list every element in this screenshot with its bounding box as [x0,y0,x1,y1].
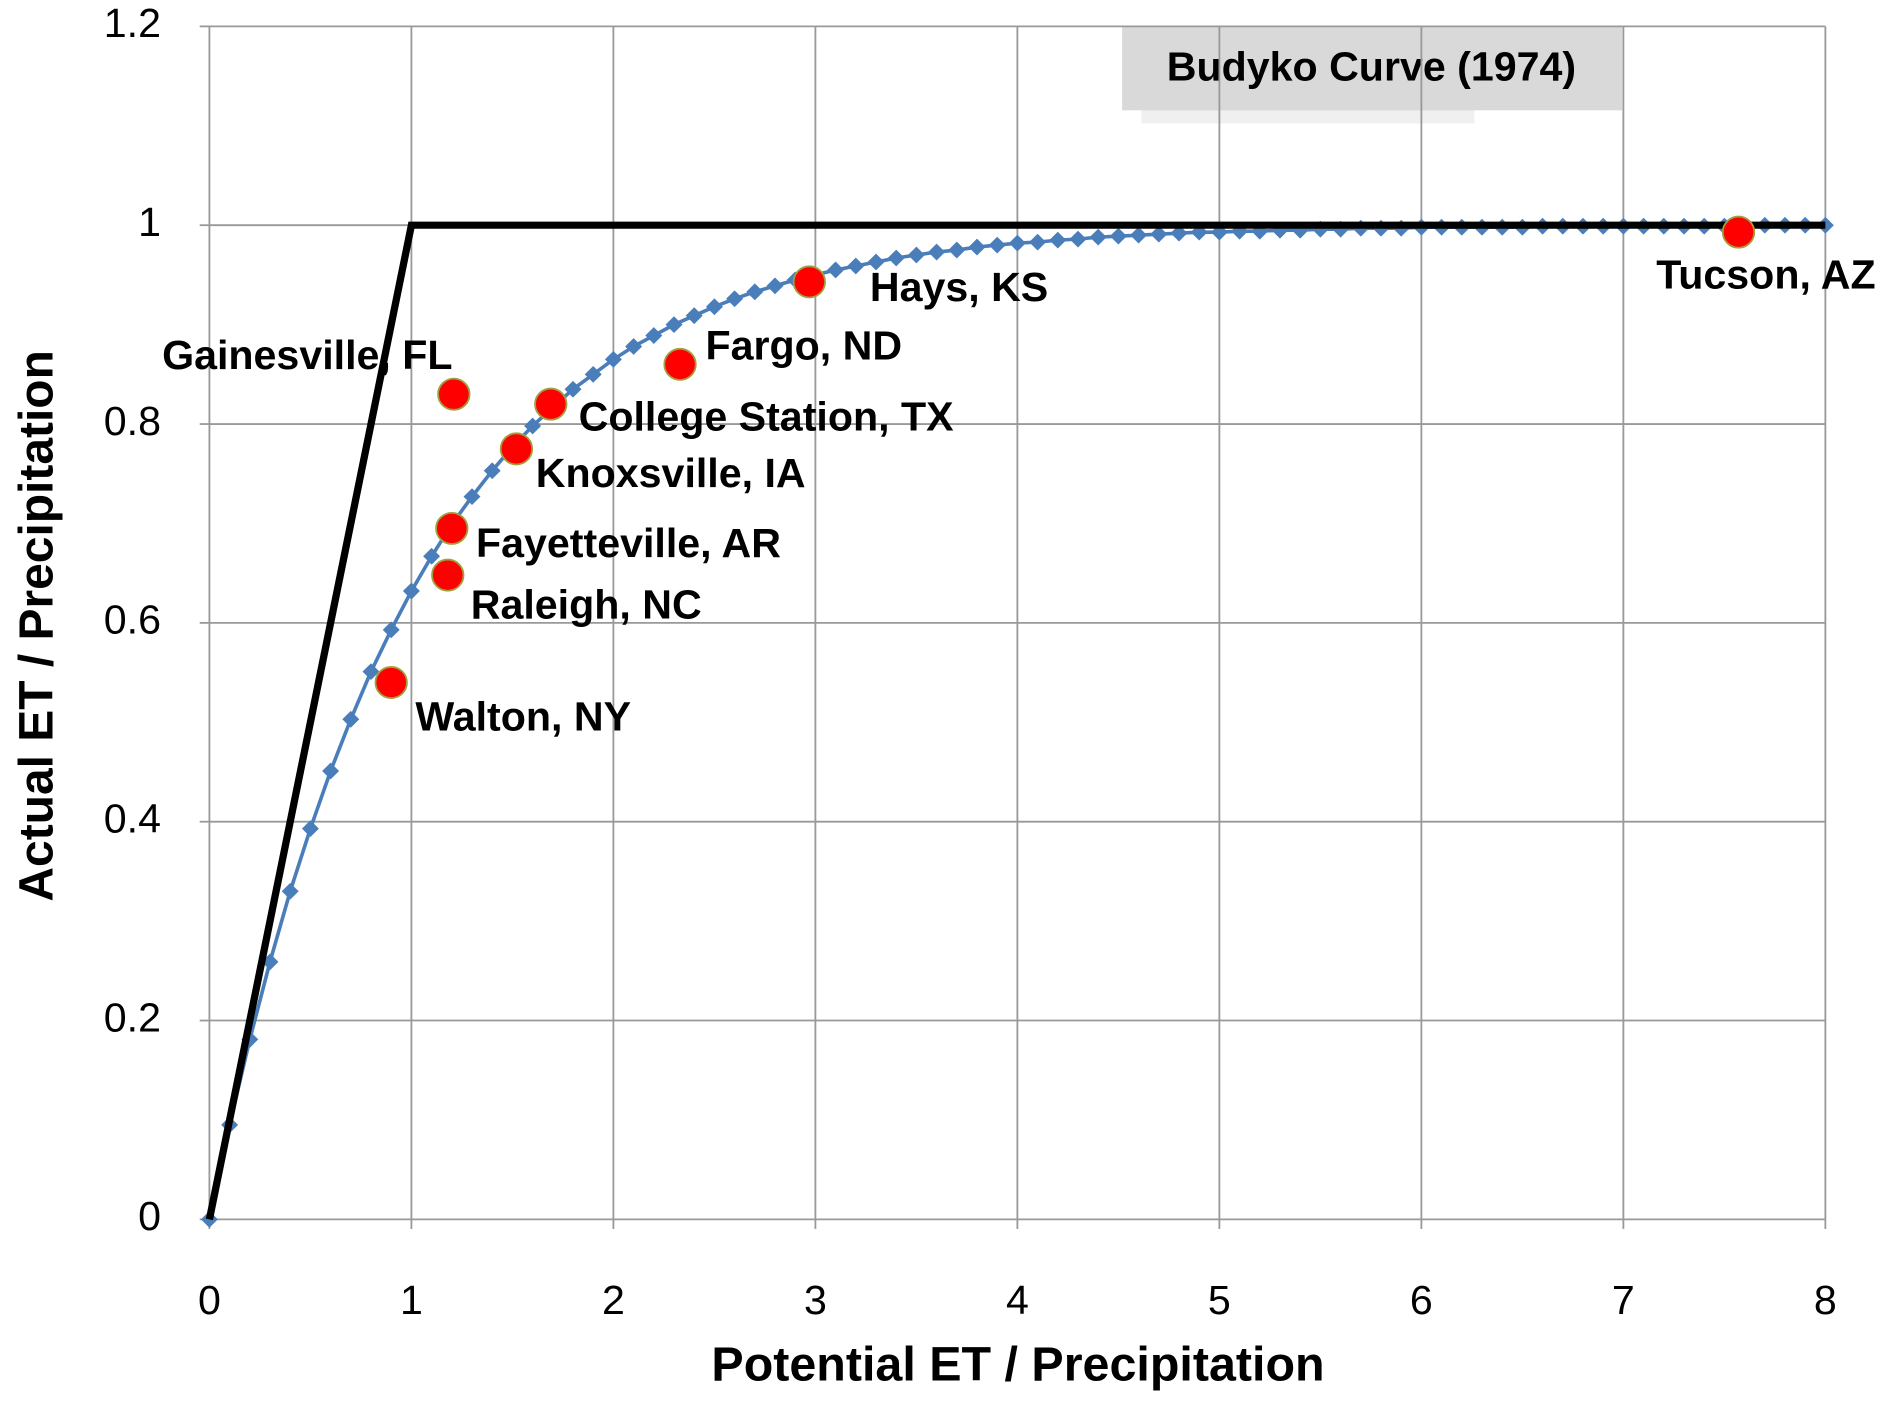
curve-marker [301,820,319,838]
curve-marker [463,488,481,506]
curve-marker [645,327,663,344]
curve-marker [584,365,602,383]
curve-marker [948,241,966,259]
y-tick-label: 0.6 [104,597,161,643]
x-tick-label: 1 [400,1277,423,1323]
site-label: Tucson, AZ [1656,252,1875,298]
site-point [534,387,568,421]
curve [205,221,1826,1221]
site-label: Knoxsville, IA [536,450,806,496]
y-tick-label: 0.4 [104,796,161,842]
site-label: Raleigh, NC [471,581,702,627]
curve-marker [1029,233,1047,251]
curve-marker [1069,230,1087,248]
curve-marker [1109,227,1127,245]
site-point [437,377,471,411]
curve-marker [827,261,845,279]
curve-marker [342,710,360,728]
y-tick-label: 0.2 [104,994,161,1040]
curve-marker [726,290,744,308]
curve-marker [1049,231,1067,249]
curve-marker [402,582,420,600]
curve-marker [625,338,643,355]
x-tick-label: 5 [1208,1277,1231,1323]
curve-marker [847,257,865,275]
site-label: Fayetteville, AR [476,520,781,566]
curve-marker [928,243,946,261]
site-point [792,265,826,299]
site-point [374,666,408,700]
curve-marker [766,277,784,295]
chart-title: Budyko Curve (1974) [1167,43,1576,89]
site-point [663,347,697,381]
y-axis-label: Actual ET / Precipitation [10,350,64,901]
x-tick-label: 6 [1410,1277,1433,1323]
curve-marker [1150,225,1168,243]
y-tick-label: 1.2 [104,0,161,46]
site-label: Hays, KS [870,264,1048,310]
site-point [435,511,469,545]
curve-marker [746,283,764,301]
y-tick-label: 0.8 [104,398,161,444]
x-tick-label: 8 [1814,1277,1837,1323]
site-label: Fargo, ND [705,323,902,369]
site-point [499,432,534,466]
x-tick-label: 3 [804,1277,827,1323]
site-label: Walton, NY [415,694,631,740]
curve-marker [1008,234,1026,252]
curve-marker [564,380,582,398]
curve-marker [665,316,683,334]
curve-marker [322,762,340,780]
curve-marker [907,246,925,264]
site-point [1721,215,1756,249]
curve-marker [988,236,1006,254]
site-label: Gainesville, FL [162,332,452,378]
curve-marker [524,417,542,435]
curve-marker [423,547,441,565]
x-tick-label: 2 [602,1277,625,1323]
curve-marker [1170,224,1188,242]
site-point [431,558,465,592]
x-tick-label: 4 [1006,1277,1029,1323]
curve-marker [968,238,986,256]
x-axis-label: Potential ET / Precipitation [711,1338,1324,1392]
x-tick-label: 7 [1612,1277,1635,1323]
curve-marker [1130,226,1148,244]
y-tick-label: 1 [138,199,161,245]
curve-marker [705,298,723,316]
curve-marker [685,307,703,325]
curve-marker [281,882,299,900]
y-tick-label: 0 [138,1193,161,1239]
title-box [1122,26,1623,111]
site-label: College Station, TX [579,394,954,440]
x-tick-label: 0 [198,1277,221,1323]
curve-marker [382,621,400,639]
curve-marker [1089,228,1107,246]
curve-marker [362,663,380,680]
